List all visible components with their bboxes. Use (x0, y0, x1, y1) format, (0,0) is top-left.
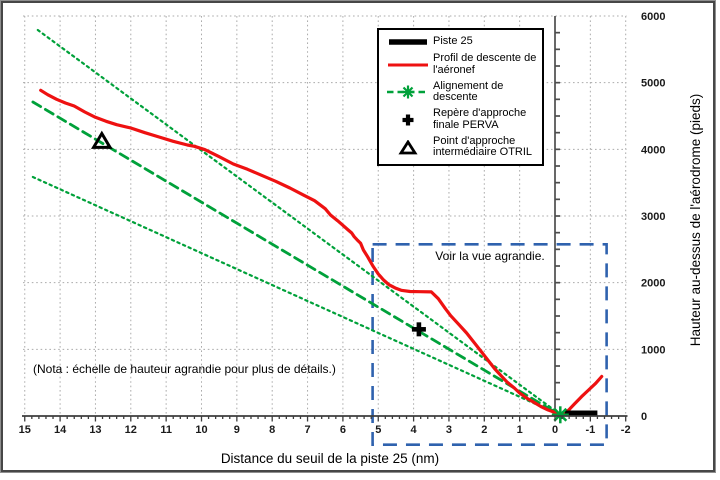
series-limite-inferieure-alignement (31, 175, 562, 417)
x-tick-label: 5 (375, 424, 381, 436)
x-tick-label: 12 (125, 424, 137, 436)
y-tick-label: 3000 (641, 211, 665, 223)
x-tick-label: -1 (585, 424, 595, 436)
legend-item-perva: Repère d'approche finale PERVA (385, 107, 538, 132)
y-tick-label: 4000 (641, 144, 665, 156)
y-tick-label: 1000 (641, 344, 665, 356)
x-tick-label: 6 (340, 424, 346, 436)
legend-label: Alignement de descente (433, 79, 504, 104)
legend-item-profil-descente: Profil de descente de l'aéronef (385, 52, 538, 77)
series-limite-superieure-alignement (36, 28, 562, 416)
legend-label: Profil de descente de l'aéronef (433, 52, 537, 76)
profile-line-icon (385, 58, 431, 72)
x-tick-label: 0 (552, 424, 558, 436)
y-tick-label: 5000 (641, 78, 665, 90)
x-tick-label: 4 (411, 424, 418, 436)
y-axis-title: Hauteur au-dessus de l'aérodrome (pieds) (688, 93, 703, 347)
marker-otril-triangle (90, 130, 113, 149)
x-tick-label: 8 (269, 424, 275, 436)
x-tick-label: 10 (195, 424, 207, 436)
legend-item-alignement: Alignement de descente (385, 79, 538, 105)
legend-label: Repère d'approche finale PERVA (433, 107, 527, 131)
y-tick-label: 2000 (641, 278, 665, 290)
scale-note: (Nota : échelle de hauteur agrandie pour… (33, 362, 336, 376)
x-tick-label: 11 (160, 424, 172, 436)
x-axis-title: Distance du seuil de la piste 25 (nm) (220, 451, 440, 466)
triangle-marker-icon (385, 139, 431, 155)
y-tick-label: 6000 (641, 11, 665, 23)
legend-item-otril: Point d'approche intermédiaire OTRIL (385, 134, 538, 160)
x-tick-label: 1 (517, 424, 523, 436)
legend-label: Piste 25 (433, 35, 473, 48)
series-alignement-descente (31, 100, 562, 417)
y-tick-label: 0 (641, 411, 647, 423)
x-tick-label: 3 (446, 424, 452, 436)
x-tick-label: 14 (54, 424, 67, 436)
x-tick-label: 7 (304, 424, 310, 436)
x-tick-label: 2 (481, 424, 487, 436)
inset-box (371, 243, 608, 446)
x-tick-label: 9 (234, 424, 240, 436)
x-tick-label: 15 (19, 424, 31, 436)
series-profil-descente (39, 88, 604, 416)
inset-box-label: Voir la vue agrandie. (435, 249, 545, 263)
legend-label: Point d'approche intermédiaire OTRIL (433, 134, 533, 159)
legend: Piste 25 Profil de descente de l'aéronef (377, 28, 544, 167)
legend-item-piste-25: Piste 25 (385, 35, 538, 49)
x-tick-label: 13 (89, 424, 101, 436)
plus-marker-icon (385, 113, 431, 127)
x-tick-label: -2 (621, 424, 631, 436)
glide-line-star-icon (385, 85, 431, 99)
runway-line-icon (385, 35, 431, 49)
